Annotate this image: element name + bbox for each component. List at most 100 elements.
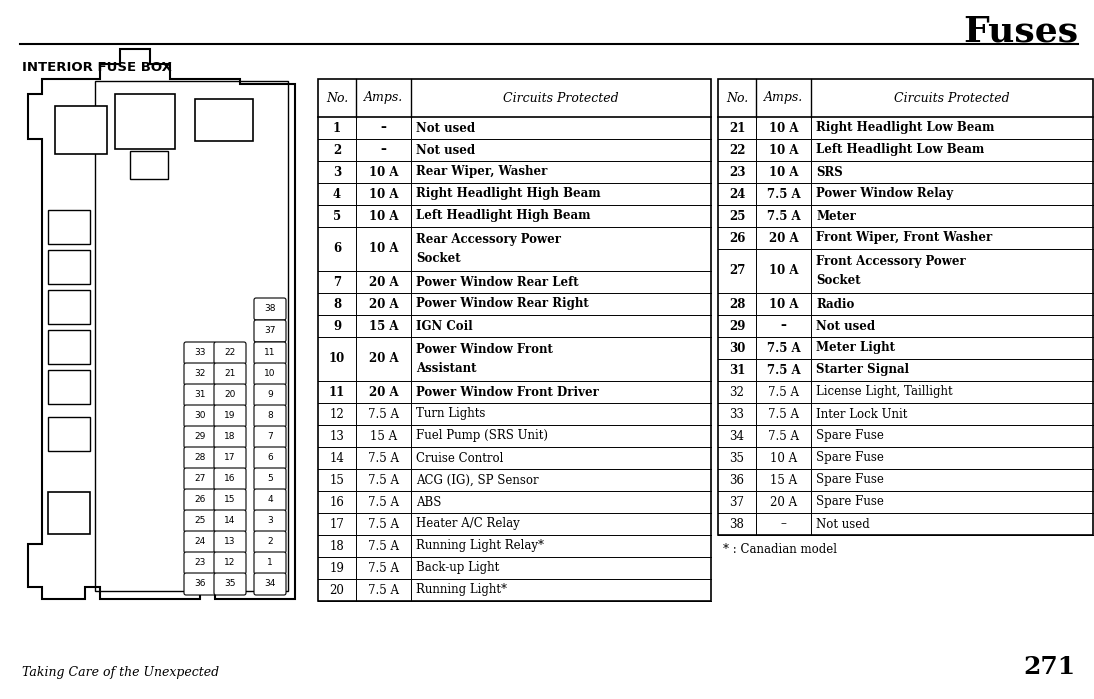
Text: 7.5 A: 7.5 A (368, 540, 399, 552)
Text: Front Wiper, Front Washer: Front Wiper, Front Washer (816, 231, 992, 245)
Text: 17: 17 (329, 517, 345, 531)
Text: SRS: SRS (816, 166, 842, 178)
Text: Rear Accessory Power: Rear Accessory Power (416, 233, 561, 246)
FancyBboxPatch shape (214, 531, 246, 553)
Text: 7.5 A: 7.5 A (368, 584, 399, 596)
Bar (95, 81, 288, 591)
Text: Not used: Not used (816, 319, 875, 333)
FancyBboxPatch shape (184, 426, 216, 448)
Text: 18: 18 (224, 432, 235, 441)
Text: 29: 29 (195, 432, 206, 441)
Text: 30: 30 (729, 342, 745, 354)
FancyBboxPatch shape (254, 298, 286, 320)
Text: 18: 18 (329, 540, 345, 552)
FancyBboxPatch shape (254, 342, 286, 364)
Text: 5: 5 (267, 474, 272, 483)
Text: 8: 8 (267, 411, 272, 420)
Text: 15 A: 15 A (369, 319, 398, 333)
Bar (115, 94, 175, 149)
Text: 10 A: 10 A (769, 298, 799, 310)
Text: Heater A/C Relay: Heater A/C Relay (416, 517, 520, 531)
Text: 20 A: 20 A (369, 352, 398, 366)
Bar (48, 250, 90, 284)
Text: 10 A: 10 A (769, 264, 799, 278)
Text: Front Accessory Power: Front Accessory Power (816, 255, 966, 268)
FancyBboxPatch shape (254, 447, 286, 469)
Text: Amps.: Amps. (764, 92, 803, 104)
FancyBboxPatch shape (184, 468, 216, 490)
FancyBboxPatch shape (184, 573, 216, 595)
FancyBboxPatch shape (214, 447, 246, 469)
FancyBboxPatch shape (184, 405, 216, 427)
Bar (48, 370, 90, 404)
Text: 7.5 A: 7.5 A (767, 187, 801, 201)
FancyBboxPatch shape (184, 384, 216, 406)
Text: 21: 21 (224, 369, 235, 378)
Text: 20 A: 20 A (770, 496, 798, 508)
Text: 7.5 A: 7.5 A (368, 473, 399, 487)
Text: Power Window Relay: Power Window Relay (816, 187, 953, 201)
Text: 11: 11 (265, 348, 276, 357)
Text: 11: 11 (329, 386, 345, 398)
Text: 36: 36 (195, 579, 206, 588)
Text: 26: 26 (729, 231, 745, 245)
FancyBboxPatch shape (254, 384, 286, 406)
FancyBboxPatch shape (254, 489, 286, 511)
FancyBboxPatch shape (214, 342, 246, 364)
Text: 32: 32 (730, 386, 744, 398)
FancyBboxPatch shape (214, 573, 246, 595)
Text: Socket: Socket (416, 252, 461, 265)
Text: 8: 8 (333, 298, 341, 310)
Text: Left Headlight Low Beam: Left Headlight Low Beam (816, 143, 985, 157)
Text: 37: 37 (265, 326, 276, 335)
Bar (48, 417, 90, 451)
Text: Right Headlight High Beam: Right Headlight High Beam (416, 187, 601, 201)
Text: 6: 6 (333, 243, 341, 256)
Text: 4: 4 (333, 187, 341, 201)
Text: Power Window Rear Left: Power Window Rear Left (416, 275, 579, 289)
Text: No.: No. (726, 92, 748, 104)
Text: –: – (780, 517, 787, 531)
Text: 13: 13 (224, 537, 235, 546)
Text: Circuits Protected: Circuits Protected (894, 92, 1010, 104)
Text: 35: 35 (730, 452, 745, 465)
Text: 7.5 A: 7.5 A (368, 408, 399, 421)
Text: Back-up Light: Back-up Light (416, 561, 499, 575)
Text: 20 A: 20 A (769, 231, 799, 245)
FancyBboxPatch shape (214, 489, 246, 511)
Text: 37: 37 (730, 496, 745, 508)
Bar (195, 99, 253, 141)
Text: 14: 14 (329, 452, 345, 465)
Text: 20 A: 20 A (369, 386, 398, 398)
Text: 9: 9 (267, 390, 272, 399)
Text: 22: 22 (224, 348, 235, 357)
FancyBboxPatch shape (184, 363, 216, 385)
Text: 7.5 A: 7.5 A (768, 429, 799, 442)
Text: 10: 10 (329, 352, 345, 366)
FancyBboxPatch shape (254, 320, 286, 342)
Text: 7.5 A: 7.5 A (368, 561, 399, 575)
Text: Not used: Not used (416, 122, 475, 134)
Text: 10 A: 10 A (770, 452, 798, 465)
Text: 1: 1 (267, 558, 272, 567)
Text: 34: 34 (730, 429, 745, 442)
FancyBboxPatch shape (254, 531, 286, 553)
Text: Not used: Not used (416, 143, 475, 157)
Text: 27: 27 (729, 264, 745, 278)
Text: 10 A: 10 A (769, 166, 799, 178)
Text: 271: 271 (1023, 655, 1075, 679)
Text: 38: 38 (265, 304, 276, 313)
FancyBboxPatch shape (254, 426, 286, 448)
Text: 23: 23 (195, 558, 206, 567)
Text: 20: 20 (224, 390, 235, 399)
FancyBboxPatch shape (214, 510, 246, 532)
Text: 6: 6 (267, 453, 272, 462)
Text: 20: 20 (329, 584, 345, 596)
Text: 27: 27 (195, 474, 206, 483)
Text: 10: 10 (265, 369, 276, 378)
Text: 3: 3 (267, 516, 272, 525)
FancyBboxPatch shape (254, 468, 286, 490)
Text: Socket: Socket (816, 274, 861, 287)
Text: 13: 13 (329, 429, 345, 442)
Text: 32: 32 (195, 369, 206, 378)
